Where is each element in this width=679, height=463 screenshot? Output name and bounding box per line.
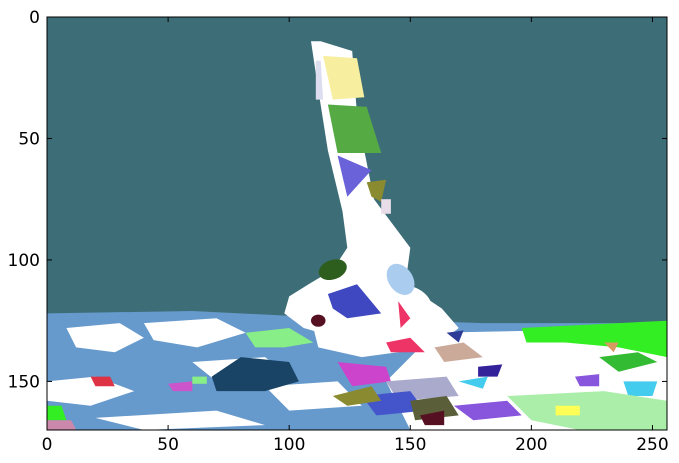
segment-olive-dark — [410, 396, 459, 421]
segment-board — [364, 284, 433, 333]
y-tick-label: 50 — [18, 129, 40, 149]
y-tick-label: 150 — [8, 372, 40, 392]
segment-sail-strip — [315, 60, 324, 100]
segment-board-red — [386, 337, 425, 353]
axes-frame — [46, 16, 668, 431]
segment-foam-7 — [95, 410, 266, 430]
segment-foam-8 — [265, 381, 362, 411]
segment-foam-1 — [66, 323, 144, 353]
segment-orange — [604, 342, 619, 353]
segment-navy-small — [446, 330, 464, 343]
segment-tan — [434, 342, 483, 362]
segment-purple-low — [453, 400, 522, 421]
segment-purple — [575, 374, 600, 387]
x-axis: 0 50 100 150 200 250 — [42, 17, 669, 455]
segment-bright-green — [521, 320, 667, 358]
segment-sail-yellow — [323, 55, 365, 100]
x-tick-label: 50 — [157, 435, 179, 455]
y-axis: 0 50 100 150 — [8, 8, 667, 392]
y-tick-label: 0 — [29, 8, 40, 28]
segment-sail-green — [327, 104, 382, 153]
x-tick-label: 250 — [636, 435, 668, 455]
segment-sail-violet — [337, 155, 372, 197]
segment-magenta — [337, 362, 391, 387]
segment-yellow-low — [555, 405, 580, 416]
segment-indigo — [478, 364, 503, 377]
segment-olive-low — [332, 386, 382, 406]
segment-dark-red — [310, 314, 326, 327]
segment-magenta-left — [168, 381, 193, 392]
x-tick-label: 0 — [42, 435, 53, 455]
segment-red-fin — [398, 301, 411, 328]
segment-green-left — [47, 405, 67, 421]
x-tick-label: 200 — [515, 435, 547, 455]
segment-red-left — [90, 376, 115, 387]
segment-surfer-light-blue — [386, 263, 415, 295]
segment-maroon — [420, 410, 445, 426]
x-tick-label: 100 — [273, 435, 305, 455]
segment-foam-2 — [143, 318, 246, 348]
segment-surfer-blue — [327, 284, 382, 319]
segment-light-green — [245, 328, 314, 348]
segment-green-2 — [599, 352, 658, 372]
plot-area — [47, 17, 667, 430]
segment-navy — [211, 357, 299, 392]
segment-cyan-1 — [458, 376, 488, 389]
segment-surfer-dark-green — [318, 259, 347, 281]
segment-sail-olive — [366, 179, 387, 202]
segment-pink-corner — [47, 420, 77, 430]
y-tick-label: 100 — [8, 251, 40, 271]
x-tick-label: 150 — [394, 435, 426, 455]
segment-cyan-2 — [623, 381, 658, 396]
segment-light-green-small — [192, 376, 207, 384]
segment-sail-tip — [381, 199, 391, 214]
segment-pale-green — [507, 391, 667, 430]
